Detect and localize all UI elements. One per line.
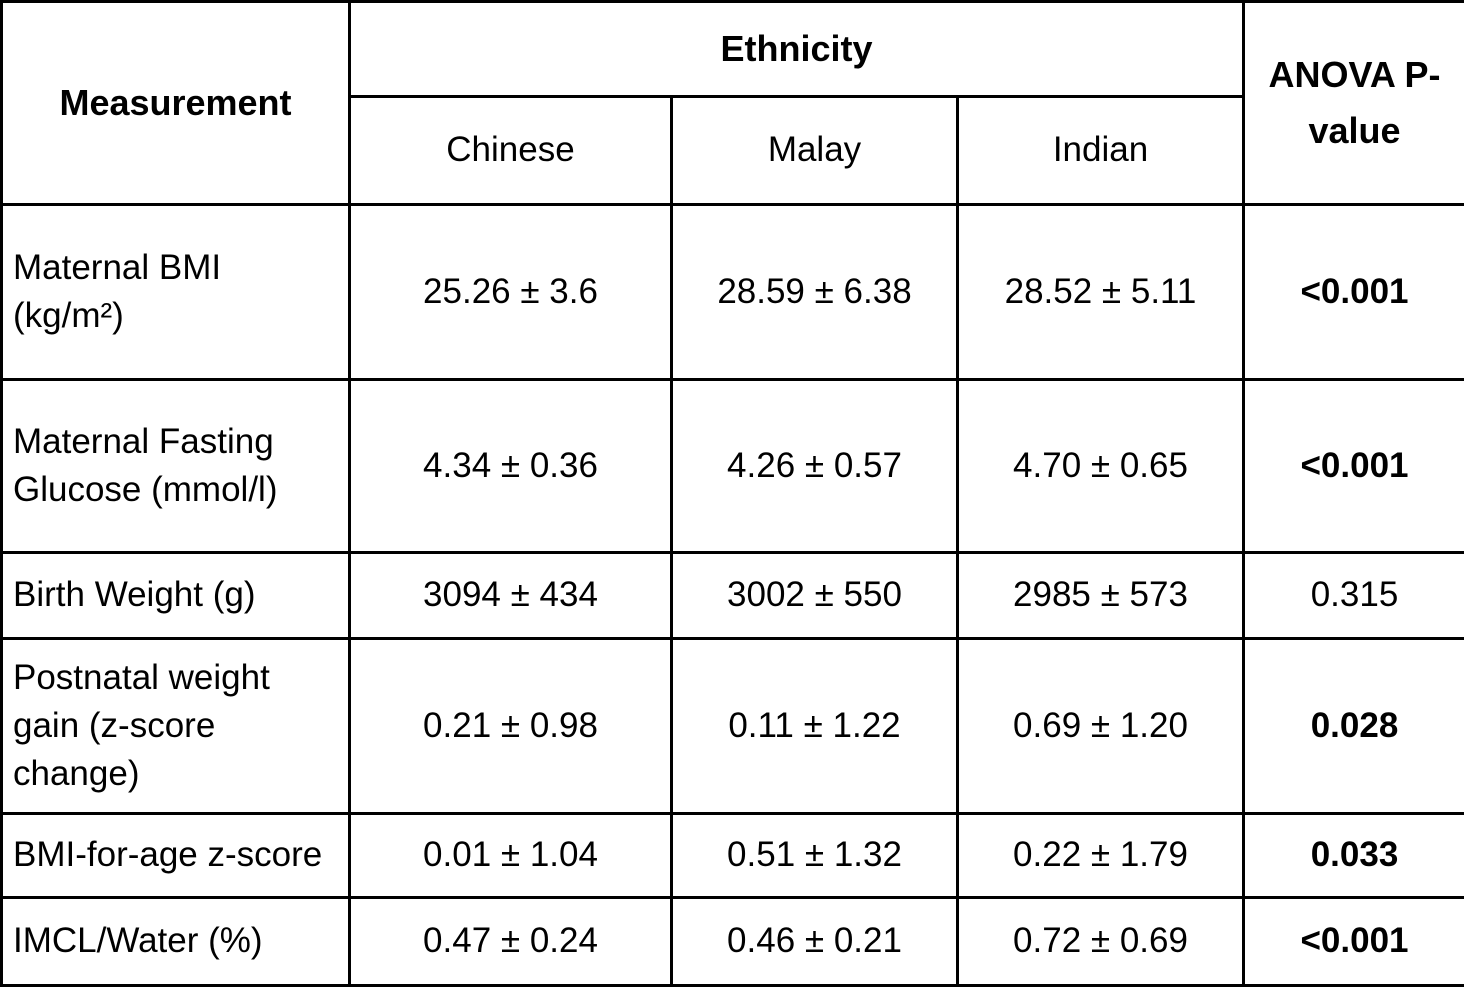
indian-value-cell: 28.52 ± 5.11 [958,205,1244,380]
measurement-column-header: Measurement [2,2,350,205]
p-value-cell: <0.001 [1244,898,1464,986]
malay-value-cell: 28.59 ± 6.38 [672,205,958,380]
malay-column-header: Malay [672,97,958,205]
chinese-value-cell: 0.47 ± 0.24 [350,898,672,986]
malay-value-cell: 4.26 ± 0.57 [672,380,958,553]
measurement-cell: Maternal BMI (kg/m²) [2,205,350,380]
indian-value-cell: 0.22 ± 1.79 [958,814,1244,898]
p-value-cell: 0.033 [1244,814,1464,898]
malay-value-cell: 3002 ± 550 [672,553,958,639]
table-row-maternal-fasting-glucose: Maternal Fasting Glucose (mmol/l) 4.34 ±… [2,380,1464,553]
chinese-value-cell: 0.01 ± 1.04 [350,814,672,898]
chinese-value-cell: 3094 ± 434 [350,553,672,639]
table-row-birth-weight: Birth Weight (g) 3094 ± 434 3002 ± 550 2… [2,553,1464,639]
indian-value-cell: 4.70 ± 0.65 [958,380,1244,553]
table-row-bmi-for-age: BMI-for-age z-score 0.01 ± 1.04 0.51 ± 1… [2,814,1464,898]
measurement-cell: Birth Weight (g) [2,553,350,639]
p-value-cell: <0.001 [1244,380,1464,553]
malay-value-cell: 0.46 ± 0.21 [672,898,958,986]
p-value-cell: 0.315 [1244,553,1464,639]
indian-value-cell: 0.72 ± 0.69 [958,898,1244,986]
table-row-imcl-water: IMCL/Water (%) 0.47 ± 0.24 0.46 ± 0.21 0… [2,898,1464,986]
chinese-value-cell: 0.21 ± 0.98 [350,639,672,814]
p-value-cell: <0.001 [1244,205,1464,380]
malay-value-cell: 0.51 ± 1.32 [672,814,958,898]
indian-value-cell: 2985 ± 573 [958,553,1244,639]
measurement-cell: Maternal Fasting Glucose (mmol/l) [2,380,350,553]
measurement-cell: BMI-for-age z-score [2,814,350,898]
chinese-value-cell: 25.26 ± 3.6 [350,205,672,380]
measurement-cell: IMCL/Water (%) [2,898,350,986]
table-row-postnatal-weight-gain: Postnatal weight gain (z-score change) 0… [2,639,1464,814]
table-row-maternal-bmi: Maternal BMI (kg/m²) 25.26 ± 3.6 28.59 ±… [2,205,1464,380]
anova-p-value-header: ANOVA P- value [1244,2,1464,205]
malay-value-cell: 0.11 ± 1.22 [672,639,958,814]
indian-value-cell: 0.69 ± 1.20 [958,639,1244,814]
chinese-column-header: Chinese [350,97,672,205]
measurement-cell: Postnatal weight gain (z-score change) [2,639,350,814]
header-row-group: Measurement Ethnicity ANOVA P- value [2,2,1464,97]
p-value-cell: 0.028 [1244,639,1464,814]
ethnicity-group-header: Ethnicity [350,2,1244,97]
chinese-value-cell: 4.34 ± 0.36 [350,380,672,553]
indian-column-header: Indian [958,97,1244,205]
